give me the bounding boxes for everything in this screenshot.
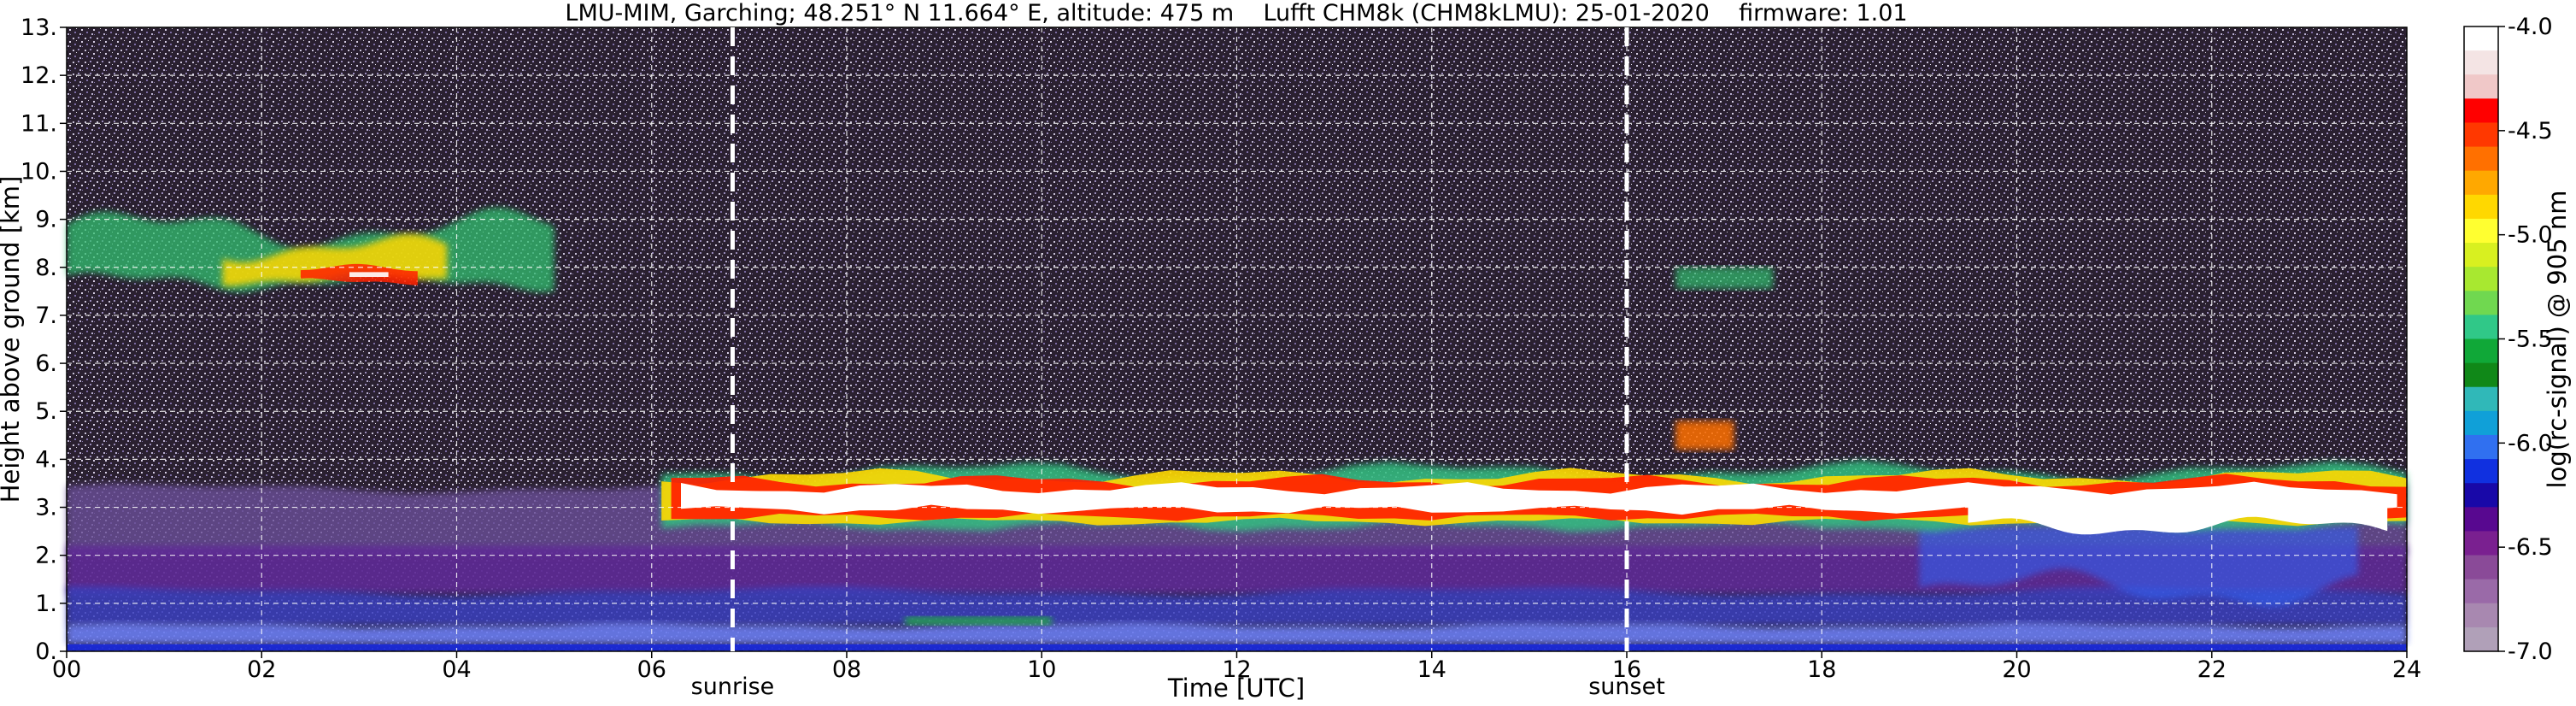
colorbar-cell <box>2464 507 2498 532</box>
x-tick-label: 20 <box>2002 656 2031 683</box>
y-tick-label: 11. <box>21 110 57 137</box>
colorbar-cell <box>2464 98 2498 124</box>
cloud-envelope-blue <box>1919 527 2358 607</box>
colorbar <box>2463 26 2499 652</box>
colorbar-tick-label: -5.5 <box>2508 327 2553 353</box>
colorbar-cell <box>2464 459 2498 484</box>
colorbar-cell <box>2464 243 2498 268</box>
colorbar-tick-label: -6.0 <box>2508 430 2553 456</box>
colorbar-tick-label: -5.0 <box>2508 222 2553 249</box>
x-tick-label: 04 <box>442 656 471 683</box>
x-tick-label: 08 <box>832 656 861 683</box>
colorbar-label: log(rc-signal) @ 905 nm <box>2543 191 2572 489</box>
cloud-core-white-late <box>1968 494 2388 535</box>
colorbar-tick-label: -4.5 <box>2508 118 2553 144</box>
colorbar-cell <box>2464 434 2498 460</box>
y-tick-label: 4. <box>35 446 57 473</box>
marker-label-sunset: sunset <box>1588 674 1665 700</box>
x-tick-label: 10 <box>1027 656 1056 683</box>
colorbar-cells <box>2464 26 2498 652</box>
colorbar-tick-label: -6.5 <box>2508 534 2553 561</box>
colorbar-cell <box>2464 410 2498 436</box>
aerosol-green-patch <box>905 616 1052 626</box>
high-cloud-patch <box>1675 267 1774 289</box>
y-tick-label: 8. <box>35 255 57 281</box>
colorbar-cell <box>2464 627 2498 652</box>
cirrus-core <box>349 272 389 277</box>
colorbar-cell <box>2464 531 2498 556</box>
x-tick-label: 16 <box>1612 656 1641 683</box>
x-tick-label: 12 <box>1222 656 1251 683</box>
x-tick-label: 14 <box>1417 656 1446 683</box>
y-tick-label: 6. <box>35 350 57 377</box>
x-tick-label: 06 <box>637 656 666 683</box>
colorbar-tick-label: -4.0 <box>2508 14 2553 40</box>
y-axis-label: Height above ground [km] <box>0 176 25 503</box>
mid-cloud-patch <box>1675 421 1734 450</box>
colorbar-tick-label: -7.0 <box>2508 638 2553 665</box>
y-tick-label: 12. <box>21 62 57 89</box>
y-tick-label: 5. <box>35 398 57 425</box>
colorbar-cell <box>2464 483 2498 508</box>
plot-area <box>66 26 2408 652</box>
x-tick-label: 18 <box>1807 656 1836 683</box>
colorbar-cell <box>2464 338 2498 364</box>
colorbar-cell <box>2464 146 2498 172</box>
y-tick-label: 7. <box>35 303 57 329</box>
x-axis-label: Time [UTC] <box>1167 674 1305 703</box>
colorbar-cell <box>2464 267 2498 291</box>
colorbar-cell <box>2464 315 2498 340</box>
y-tick-label: 3. <box>35 495 57 521</box>
y-tick-label: 0. <box>35 638 57 665</box>
colorbar-cell <box>2464 603 2498 628</box>
colorbar-cell <box>2464 579 2498 604</box>
colorbar-cell <box>2464 26 2498 51</box>
y-tick-label: 1. <box>35 591 57 617</box>
colorbar-cell <box>2464 362 2498 388</box>
colorbar-cell <box>2464 74 2498 99</box>
colorbar-cell <box>2464 555 2498 580</box>
colorbar-cell <box>2464 50 2498 75</box>
colorbar-cell <box>2464 386 2498 412</box>
y-tick-label: 2. <box>35 543 57 569</box>
colorbar-cell <box>2464 291 2498 315</box>
x-tick-label: 22 <box>2198 656 2227 683</box>
colorbar-cell <box>2464 194 2498 220</box>
x-tick-label: 02 <box>247 656 276 683</box>
x-tick-label: 24 <box>2392 656 2421 683</box>
y-tick-label: 9. <box>35 207 57 233</box>
colorbar-cell <box>2464 218 2498 244</box>
y-tick-label: 10. <box>21 158 57 185</box>
chart-title: LMU-MIM, Garching; 48.251° N 11.664° E, … <box>565 0 1907 26</box>
y-tick-label: 13. <box>21 15 57 41</box>
x-tick-label: 00 <box>52 656 81 683</box>
colorbar-cell <box>2464 122 2498 148</box>
marker-label-sunrise: sunrise <box>691 674 775 700</box>
colorbar-cell <box>2464 170 2498 196</box>
